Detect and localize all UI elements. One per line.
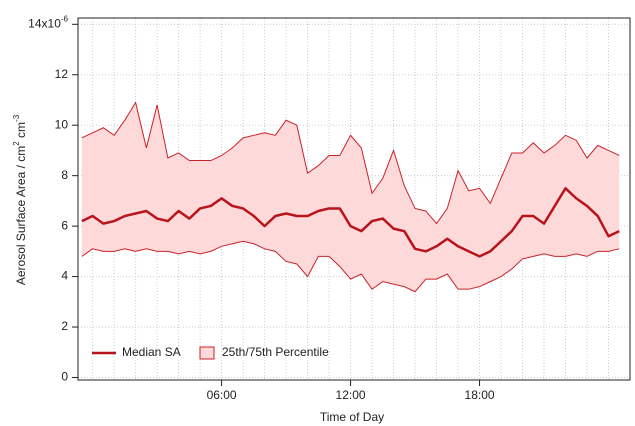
percentile-upper <box>81 101 620 225</box>
percentile-lower <box>81 240 620 293</box>
y-tick-label: 0 <box>61 370 68 384</box>
legend-label: Median SA <box>122 345 181 359</box>
y-tick-label-text: 14x10 <box>28 16 61 30</box>
x-tick-label: 12:00 <box>336 388 366 402</box>
legend-label: 25th/75th Percentile <box>222 345 329 359</box>
y-label-text: Aerosol Surface Area / cm <box>14 146 28 285</box>
y-tick-label: 8 <box>61 168 68 182</box>
y-tick-exponent: -6 <box>61 14 69 23</box>
x-tick-label: 18:00 <box>465 388 495 402</box>
x-tick-label: 06:00 <box>207 388 237 402</box>
y-tick-label: 6 <box>61 218 68 232</box>
y-tick-label: 2 <box>61 319 68 333</box>
y-tick-label: 12 <box>55 67 69 81</box>
y-label-text: cm <box>14 122 28 141</box>
y-label-sup: 2 <box>12 141 21 146</box>
y-tick-label: 4 <box>61 269 68 283</box>
y-label-sup: -3 <box>12 114 21 122</box>
plot-frame <box>77 17 631 381</box>
y-tick-label: 10 <box>55 117 69 131</box>
y-tick-label: 14x10-6 <box>28 14 68 30</box>
median-line <box>81 187 620 258</box>
x-axis-label: Time of Day <box>320 410 384 424</box>
percentile-band <box>81 102 620 292</box>
legend-swatch-band <box>199 346 215 360</box>
y-axis-label: Aerosol Surface Area / cm2 cm-3 <box>12 114 28 285</box>
